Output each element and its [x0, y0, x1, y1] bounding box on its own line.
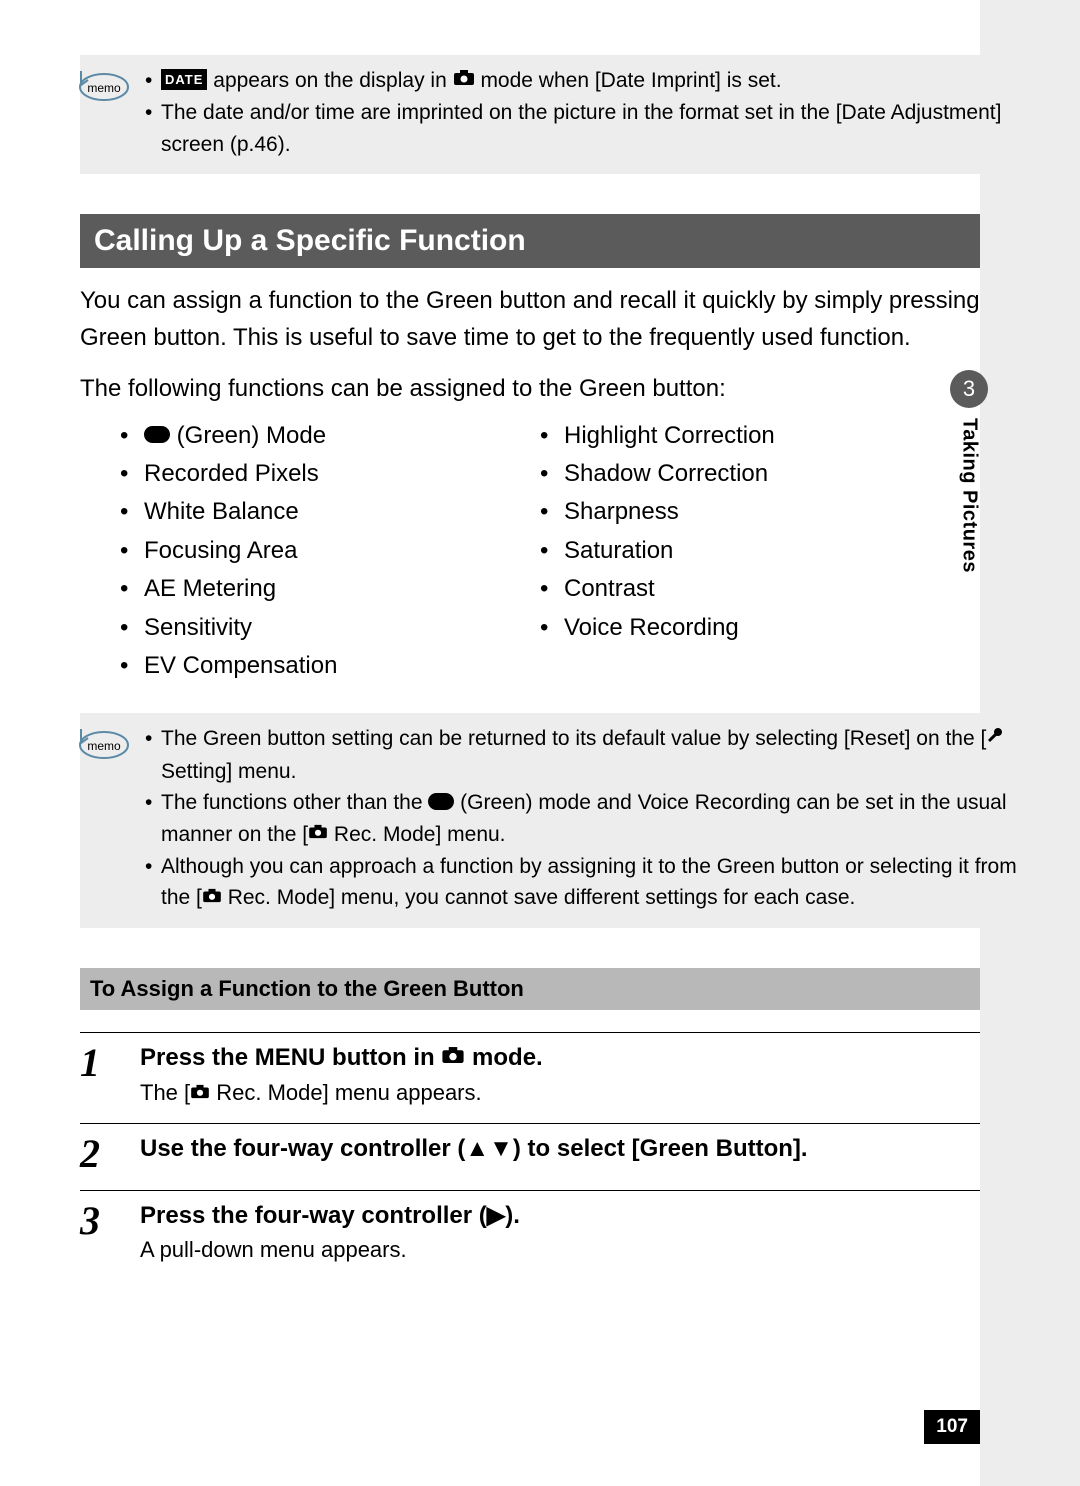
date-badge: DATE: [161, 69, 207, 91]
list-item: Recorded Pixels: [120, 455, 540, 493]
list-item: EV Compensation: [120, 647, 540, 685]
function-col-right: Highlight Correction Shadow Correction S…: [540, 417, 960, 686]
memo-box-top: memo DATE appears on the display in mode…: [80, 55, 1040, 174]
step-number: 3: [80, 1199, 140, 1263]
subheading: To Assign a Function to the Green Button: [80, 968, 1040, 1010]
step-desc: A pull-down menu appears.: [140, 1237, 1040, 1263]
function-list: (Green) Mode Recorded Pixels White Balan…: [120, 417, 1040, 686]
step: 3 Press the four-way controller (▶). A p…: [80, 1190, 1040, 1275]
list-item: Highlight Correction: [540, 417, 960, 455]
memo-line: DATE appears on the display in mode when…: [145, 65, 1022, 97]
memo-icon: memo: [76, 719, 132, 763]
camera-icon: [441, 1040, 465, 1074]
camera-icon: [308, 817, 328, 849]
memo-line: The Green button setting can be returned…: [145, 723, 1022, 787]
svg-text:memo: memo: [87, 739, 121, 753]
step-title: Use the four-way controller (▲▼) to sele…: [140, 1132, 1040, 1166]
list-item: Shadow Correction: [540, 455, 960, 493]
list-item: Sensitivity: [120, 609, 540, 647]
list-item: Focusing Area: [120, 532, 540, 570]
memo-box-middle: memo The Green button setting can be ret…: [80, 713, 1040, 928]
step-number: 2: [80, 1132, 140, 1174]
list-item: AE Metering: [120, 570, 540, 608]
page-number: 107: [924, 1410, 980, 1444]
step: 1 Press the MENU button in mode. The [ R…: [80, 1032, 1040, 1119]
intro-paragraph: You can assign a function to the Green b…: [80, 282, 1040, 356]
function-col-left: (Green) Mode Recorded Pixels White Balan…: [120, 417, 540, 686]
step-title: Press the four-way controller (▶).: [140, 1199, 1040, 1233]
camera-icon: [453, 64, 475, 96]
memo-line: Although you can approach a function by …: [145, 851, 1022, 915]
memo-icon: memo: [76, 61, 132, 105]
memo-line: The functions other than the (Green) mod…: [145, 787, 1022, 851]
chapter-number: 3: [950, 370, 988, 408]
chapter-label: Taking Pictures: [958, 418, 981, 573]
green-pill-icon: [428, 793, 454, 810]
camera-icon: [190, 1079, 210, 1105]
list-item: Sharpness: [540, 493, 960, 531]
step-title: Press the MENU button in mode.: [140, 1041, 1040, 1075]
memo-line: The date and/or time are imprinted on th…: [145, 97, 1022, 160]
list-item: White Balance: [120, 493, 540, 531]
section-header: Calling Up a Specific Function: [80, 214, 1040, 268]
steps: 1 Press the MENU button in mode. The [ R…: [80, 1032, 1040, 1274]
step: 2 Use the four-way controller (▲▼) to se…: [80, 1123, 1040, 1186]
list-item: Saturation: [540, 532, 960, 570]
list-item: (Green) Mode: [120, 417, 540, 455]
step-desc: The [ Rec. Mode] menu appears.: [140, 1080, 1040, 1107]
list-item: Contrast: [540, 570, 960, 608]
camera-icon: [202, 881, 222, 913]
wrench-icon: [986, 722, 1004, 754]
subline: The following functions can be assigned …: [80, 375, 1040, 403]
svg-text:memo: memo: [87, 81, 121, 95]
step-number: 1: [80, 1041, 140, 1107]
list-item: Voice Recording: [540, 609, 960, 647]
green-pill-icon: [144, 426, 170, 443]
